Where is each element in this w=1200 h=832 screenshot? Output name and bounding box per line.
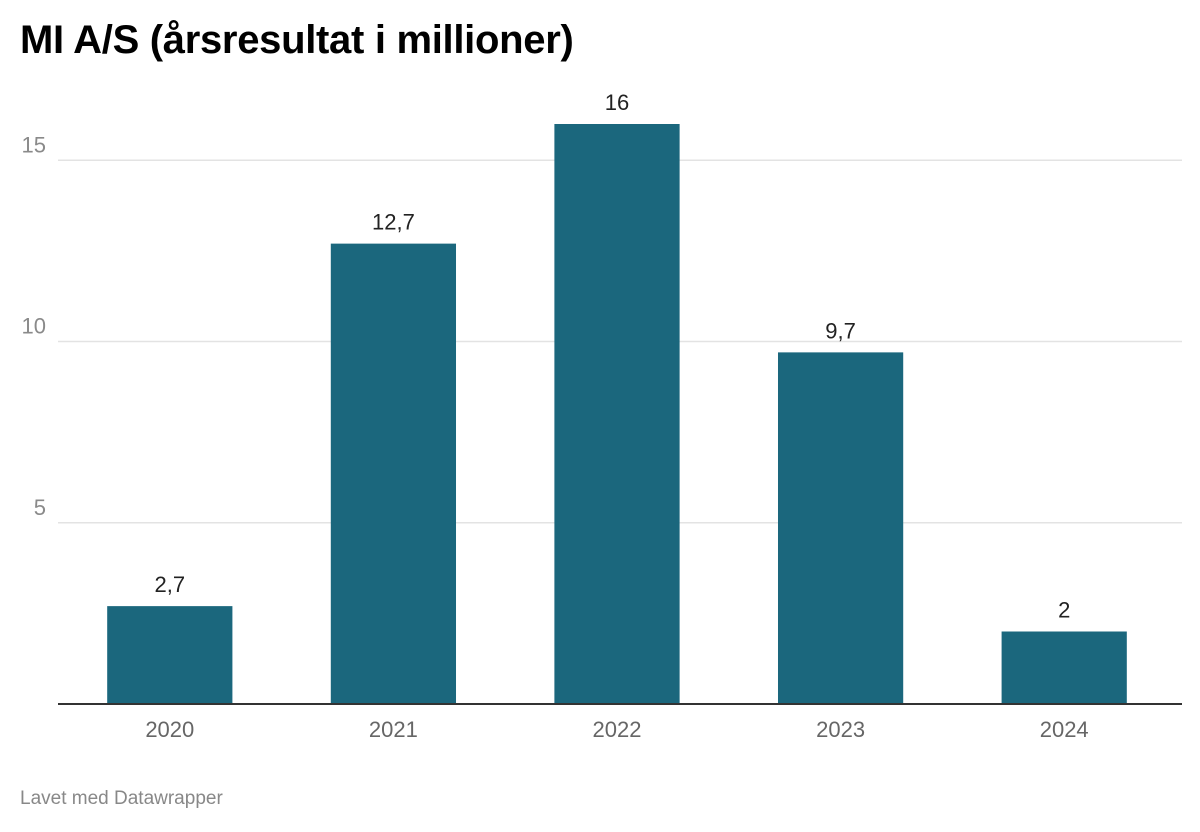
y-tick-label: 15 (22, 132, 46, 157)
bar-2021 (330, 243, 457, 704)
bar-2022 (554, 124, 680, 704)
footer-credit: Lavet med Datawrapper (20, 788, 223, 809)
x-tick-label: 2023 (816, 717, 865, 742)
x-axis: 2020 2021 2022 2023 2024 (58, 703, 1182, 742)
x-tick-label: 2024 (1040, 717, 1089, 742)
value-labels: 2,7 12,7 16 9,7 2 (155, 90, 1071, 623)
value-label: 12,7 (372, 210, 415, 235)
bar-2023 (777, 352, 904, 704)
chart-title: MI A/S (årsresultat i millioner) (20, 18, 574, 62)
value-label: 9,7 (825, 318, 856, 343)
x-tick-label: 2022 (593, 717, 642, 742)
value-label: 2,7 (155, 572, 186, 597)
x-tick-label: 2020 (145, 717, 194, 742)
value-label: 16 (605, 90, 629, 115)
value-label: 2 (1058, 598, 1070, 623)
x-tick-label: 2021 (369, 717, 418, 742)
bars (107, 124, 1127, 704)
bar-2024 (1001, 631, 1127, 704)
bar-2020 (107, 606, 233, 704)
y-tick-label: 5 (34, 495, 46, 520)
y-tick-label: 10 (22, 314, 46, 339)
